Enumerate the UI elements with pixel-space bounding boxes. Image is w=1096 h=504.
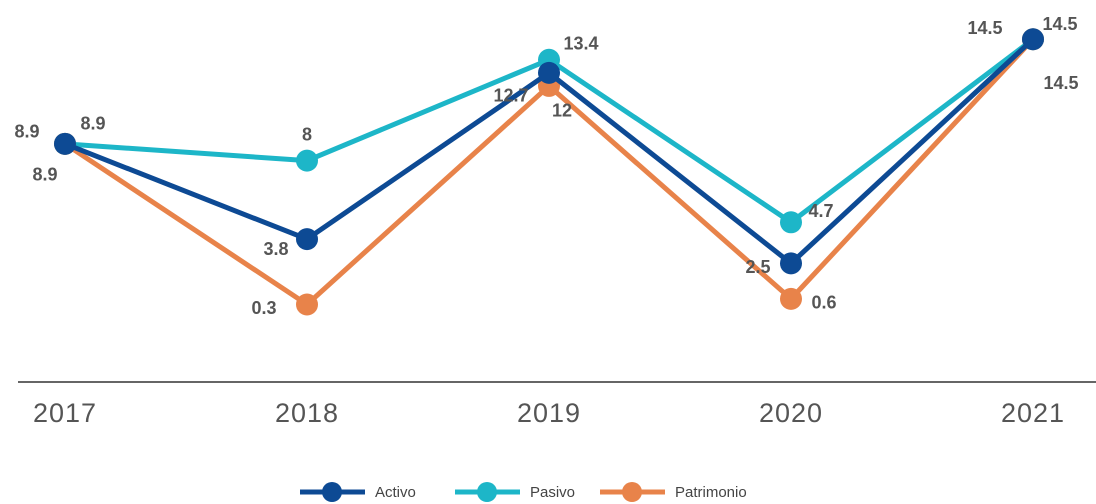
- point: [780, 211, 802, 234]
- legend-label: Activo: [375, 484, 416, 501]
- x-tick-label: 2019: [517, 398, 581, 428]
- point: [538, 61, 560, 84]
- legend-marker: [622, 482, 642, 502]
- point: [296, 293, 318, 316]
- x-tick-label: 2017: [33, 398, 97, 428]
- data-label: 3.8: [263, 239, 288, 259]
- legend-label: Pasivo: [530, 484, 575, 501]
- point: [296, 149, 318, 172]
- legend-label: Patrimonio: [675, 484, 747, 501]
- data-label: 0.3: [251, 298, 276, 318]
- point: [780, 287, 802, 310]
- data-label: 12: [552, 101, 572, 121]
- data-label: 8.9: [32, 165, 57, 185]
- data-label: 13.4: [563, 34, 598, 54]
- point: [54, 132, 76, 155]
- data-label: 14.5: [1042, 14, 1077, 34]
- data-label: 4.7: [808, 201, 833, 221]
- data-label: 8.9: [14, 122, 39, 142]
- data-label: 8.9: [80, 114, 105, 134]
- data-label: 14.5: [1043, 73, 1078, 93]
- legend-marker: [477, 482, 497, 502]
- point: [780, 252, 802, 275]
- legend-marker: [322, 482, 342, 502]
- x-tick-label: 2021: [1001, 398, 1065, 428]
- point: [1022, 28, 1044, 51]
- data-label: 8: [302, 124, 312, 144]
- point: [296, 228, 318, 251]
- x-tick-label: 2020: [759, 398, 823, 428]
- data-label: 2.5: [745, 257, 770, 277]
- data-label: 12.7: [493, 86, 528, 106]
- data-label: 14.5: [967, 18, 1002, 38]
- x-tick-label: 2018: [275, 398, 339, 428]
- data-label: 0.6: [811, 293, 836, 313]
